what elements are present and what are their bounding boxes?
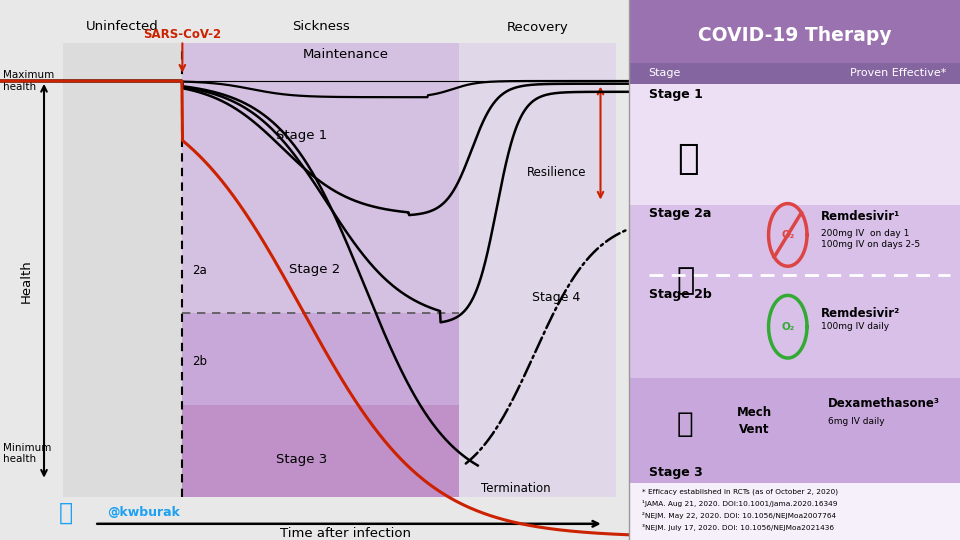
Text: Health: Health xyxy=(20,259,33,303)
Text: @kwburak: @kwburak xyxy=(107,507,180,519)
Bar xyxy=(459,43,616,497)
Bar xyxy=(629,378,960,483)
Text: ²NEJM. May 22, 2020. DOI: 10.1056/NEJMoa2007764: ²NEJM. May 22, 2020. DOI: 10.1056/NEJMoa… xyxy=(642,512,836,518)
Text: 🏠: 🏠 xyxy=(678,143,699,176)
Text: * Efficacy established in RCTs (as of October 2, 2020): * Efficacy established in RCTs (as of Oc… xyxy=(642,488,838,495)
Bar xyxy=(629,84,960,205)
Text: Stage 2: Stage 2 xyxy=(289,264,340,276)
Text: Stage: Stage xyxy=(649,69,681,78)
Text: O₂: O₂ xyxy=(781,230,795,240)
Text: Remdesivir²: Remdesivir² xyxy=(821,307,900,320)
Text: Dexamethasone³: Dexamethasone³ xyxy=(828,397,940,410)
Text: 🐦: 🐦 xyxy=(59,501,73,525)
Text: SARS-CoV-2: SARS-CoV-2 xyxy=(143,28,222,40)
Text: 6mg IV daily: 6mg IV daily xyxy=(828,417,884,426)
Text: 🏥: 🏥 xyxy=(676,266,694,295)
Text: ³NEJM. July 17, 2020. DOI: 10.1056/NEJMoa2021436: ³NEJM. July 17, 2020. DOI: 10.1056/NEJMo… xyxy=(642,524,834,530)
Text: Maintenance: Maintenance xyxy=(302,48,389,60)
Text: ¹JAMA. Aug 21, 2020. DOI:10.1001/jama.2020.16349: ¹JAMA. Aug 21, 2020. DOI:10.1001/jama.20… xyxy=(642,500,837,507)
Text: Stage 3: Stage 3 xyxy=(649,466,703,479)
Bar xyxy=(182,405,459,497)
Text: Stage 4: Stage 4 xyxy=(533,291,581,303)
Bar xyxy=(182,43,459,313)
Text: Termination: Termination xyxy=(481,482,550,495)
Text: Stage 3: Stage 3 xyxy=(276,453,327,465)
Bar xyxy=(63,43,182,497)
Text: Minimum
health: Minimum health xyxy=(3,443,52,464)
Text: Time after infection: Time after infection xyxy=(280,527,411,540)
Text: Recovery: Recovery xyxy=(507,21,568,33)
Bar xyxy=(629,63,960,84)
Bar xyxy=(182,313,459,405)
Text: Maximum
health: Maximum health xyxy=(3,70,55,92)
Text: Proven Effective*: Proven Effective* xyxy=(851,69,947,78)
Text: O₂: O₂ xyxy=(781,322,795,332)
Bar xyxy=(629,0,960,84)
Bar xyxy=(629,483,960,540)
Text: 200mg IV  on day 1: 200mg IV on day 1 xyxy=(821,229,909,238)
Bar xyxy=(629,205,960,378)
Text: COVID-19 Therapy: COVID-19 Therapy xyxy=(698,25,891,45)
Text: Resilience: Resilience xyxy=(527,166,587,179)
Text: 100mg IV daily: 100mg IV daily xyxy=(821,322,889,331)
Text: 100mg IV on days 2-5: 100mg IV on days 2-5 xyxy=(821,240,920,249)
Text: Stage 1: Stage 1 xyxy=(276,129,327,141)
Text: Sickness: Sickness xyxy=(292,21,349,33)
Text: Stage 2b: Stage 2b xyxy=(649,288,711,301)
Text: Mech
Vent: Mech Vent xyxy=(737,406,772,436)
Text: Uninfected: Uninfected xyxy=(86,21,159,33)
Text: 2a: 2a xyxy=(192,264,206,276)
Text: 2b: 2b xyxy=(192,355,206,368)
Text: Stage 1: Stage 1 xyxy=(649,88,703,101)
Text: Remdesivir¹: Remdesivir¹ xyxy=(821,210,900,222)
Text: Stage 2a: Stage 2a xyxy=(649,207,711,220)
Text: 🛏: 🛏 xyxy=(677,410,693,438)
